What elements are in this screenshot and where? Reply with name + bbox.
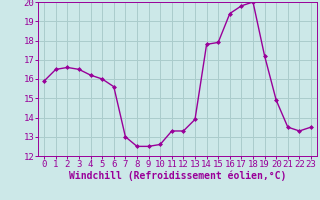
X-axis label: Windchill (Refroidissement éolien,°C): Windchill (Refroidissement éolien,°C): [69, 171, 286, 181]
